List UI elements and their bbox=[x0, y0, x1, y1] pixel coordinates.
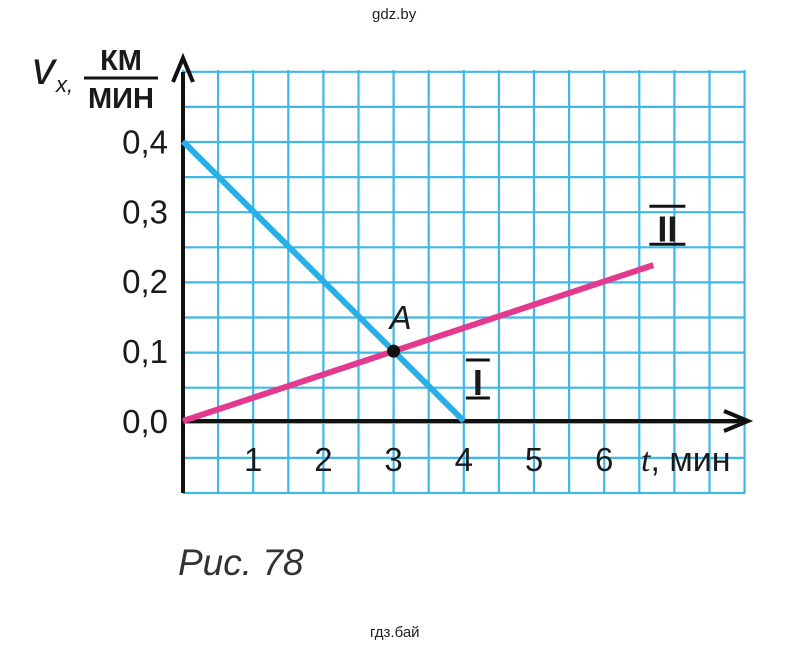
y-tick-label: 0,1 bbox=[122, 333, 168, 370]
grid bbox=[181, 70, 746, 495]
series-line-I bbox=[180, 139, 466, 424]
figure-caption: Рис. 78 bbox=[178, 542, 304, 583]
x-axis-arrow bbox=[723, 409, 754, 433]
watermark-bottom: гдз.бай bbox=[370, 624, 420, 641]
x-tick-label: 6 bbox=[595, 441, 613, 478]
y-axis-label-symbol: v bbox=[32, 42, 58, 94]
y-axis-arrow bbox=[171, 52, 195, 83]
x-tick-label: 5 bbox=[525, 441, 543, 478]
watermark-top: gdz.by bbox=[372, 6, 417, 23]
point-label: A bbox=[388, 299, 412, 336]
series-line-II bbox=[182, 262, 655, 424]
series-label-I: I bbox=[473, 362, 483, 403]
y-axis-unit-denominator: МИН bbox=[88, 83, 154, 115]
x-tick-label: 2 bbox=[314, 441, 332, 478]
y-tick-label: 0,0 bbox=[122, 403, 168, 440]
axes bbox=[171, 52, 754, 493]
series-group bbox=[180, 139, 655, 424]
y-tick-label: 0,2 bbox=[122, 263, 168, 300]
x-tick-label: 4 bbox=[455, 441, 473, 478]
point-marker bbox=[387, 344, 401, 358]
series-label-II: II bbox=[657, 208, 677, 249]
x-tick-label: 3 bbox=[384, 441, 402, 478]
y-tick-label: 0,4 bbox=[122, 123, 168, 160]
y-axis-unit-numerator: КМ bbox=[100, 45, 142, 77]
y-tick-label: 0,3 bbox=[122, 193, 168, 230]
y-axis-label-subscript: x, bbox=[55, 72, 73, 97]
x-tick-label: 1 bbox=[244, 441, 262, 478]
x-axis-label: t, мин bbox=[641, 441, 731, 479]
